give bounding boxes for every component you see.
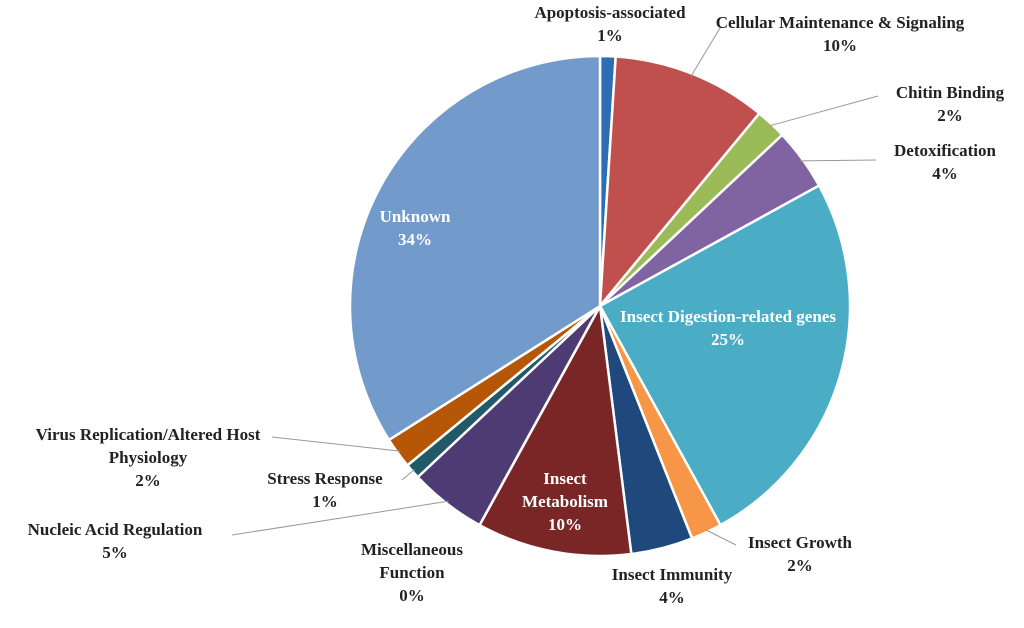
category-label: Insect Immunity (611, 565, 733, 584)
slice-label: Stress Response 1% (240, 467, 410, 513)
category-label: Cellular Maintenance & Signaling (715, 13, 965, 32)
pie-slice (477, 302, 633, 558)
value-label: 2% (787, 556, 813, 575)
value-label: 2% (135, 471, 161, 490)
leader-line (704, 529, 737, 546)
category-label: Virus Replication/Altered Host Physiolog… (35, 425, 261, 467)
slice-label: Chitin Binding 2% (870, 81, 1024, 127)
value-label: 0% (399, 586, 425, 605)
category-label: Detoxification (894, 141, 996, 160)
slice-label: Insect Immunity 4% (587, 563, 757, 609)
leader-line (768, 95, 879, 127)
pie-slice (348, 54, 602, 442)
value-label: 10% (548, 515, 582, 534)
category-label: Nucleic Acid Regulation (27, 520, 203, 539)
value-label: 34% (398, 230, 432, 249)
category-label: Stress Response (267, 469, 383, 488)
value-label: 4% (659, 588, 685, 607)
category-label: Unknown (379, 207, 451, 226)
leader-line (231, 500, 449, 536)
slice-label: Unknown 34% (355, 205, 475, 251)
slice-label: Apoptosis-associated 1% (490, 1, 730, 47)
slice-label: Insect Growth 2% (725, 531, 875, 577)
category-label: Insect Growth (747, 533, 853, 552)
value-label: 25% (711, 330, 745, 349)
slice-label: Virus Replication/Altered Host Physiolog… (13, 423, 283, 492)
value-label: 5% (102, 543, 128, 562)
slice-label: Cellular Maintenance & Signaling 10% (715, 11, 965, 57)
slice-label: Miscellaneous Function 0% (337, 538, 487, 607)
value-label: 10% (823, 36, 857, 55)
category-label: Insect Digestion-related genes (620, 307, 836, 326)
value-label: 2% (937, 106, 963, 125)
category-label: Apoptosis-associated (534, 3, 686, 22)
value-label: 1% (597, 26, 623, 45)
category-label: Insect Metabolism (522, 469, 608, 511)
value-label: 4% (932, 164, 958, 183)
leader-line (401, 468, 416, 481)
category-label: Miscellaneous Function (361, 540, 463, 582)
slice-label: Nucleic Acid Regulation 5% (0, 518, 235, 564)
category-label: Chitin Binding (895, 83, 1005, 102)
slice-label: Detoxification 4% (870, 139, 1020, 185)
value-label: 1% (312, 492, 338, 511)
slice-label: Insect Metabolism 10% (505, 467, 625, 536)
pie-slice (598, 183, 852, 527)
leader-line (690, 27, 721, 77)
leader-line (271, 436, 401, 452)
leader-line (799, 159, 877, 162)
slice-label: Insect Digestion-related genes 25% (608, 305, 848, 351)
